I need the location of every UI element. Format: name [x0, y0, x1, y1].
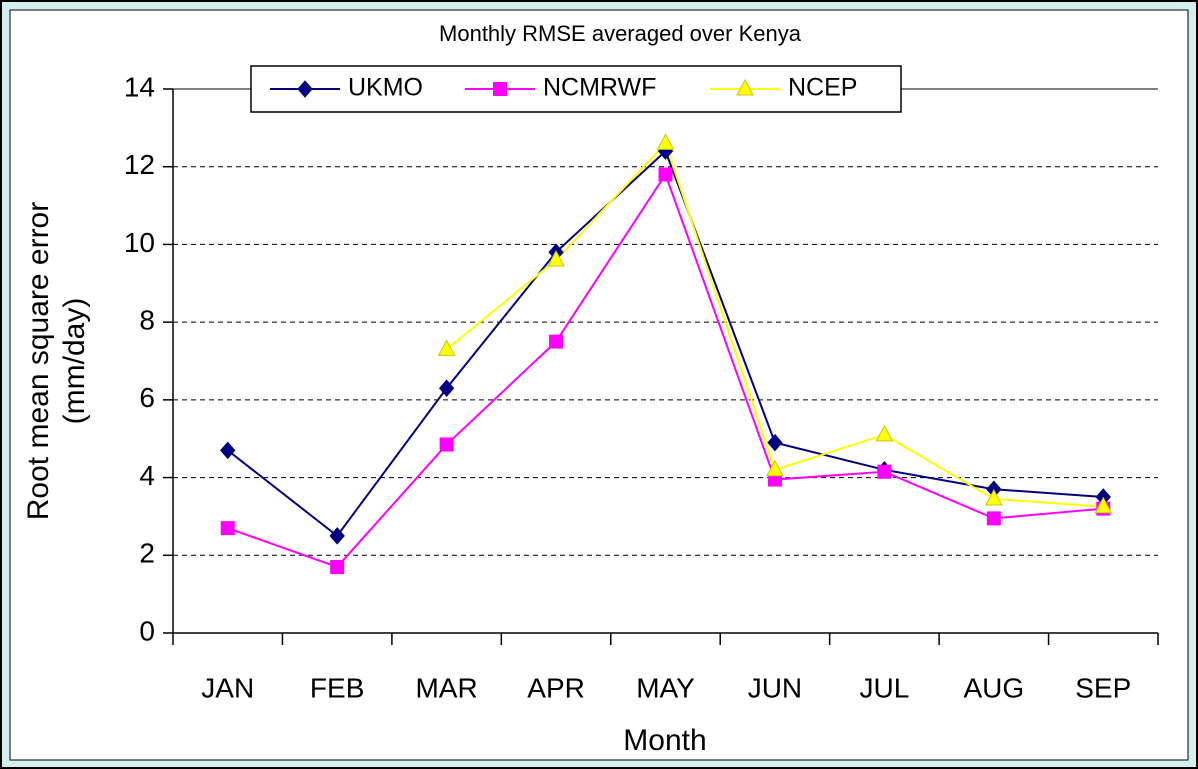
- marker: [330, 559, 345, 574]
- legend-label: NCEP: [788, 74, 857, 102]
- marker: [439, 437, 454, 452]
- marker: [547, 249, 565, 267]
- chart-title: Monthly RMSE averaged over Kenya: [439, 21, 802, 46]
- y-tick-label: 12: [124, 149, 155, 180]
- legend-label: UKMO: [348, 74, 423, 102]
- marker: [984, 488, 1003, 506]
- x-tick-label: MAR: [415, 672, 477, 703]
- x-tick-label: MAY: [636, 672, 695, 703]
- x-tick-label: JAN: [201, 672, 254, 703]
- y-tick-label: 0: [139, 615, 155, 646]
- legend-label: NCMRWF: [543, 74, 656, 102]
- marker: [549, 334, 564, 349]
- y-tick-label: 14: [124, 71, 155, 102]
- legend-marker: [297, 80, 313, 98]
- x-tick-label: FEB: [310, 672, 364, 703]
- marker: [220, 441, 236, 460]
- x-axis-title: Month: [623, 724, 706, 757]
- legend-marker: [493, 82, 507, 96]
- y-tick-label: 6: [139, 382, 155, 413]
- marker: [438, 379, 455, 397]
- marker: [658, 167, 673, 182]
- marker: [220, 521, 235, 536]
- y-tick-label: 2: [139, 538, 155, 569]
- marker: [875, 424, 894, 442]
- x-tick-label: JUN: [748, 672, 802, 703]
- x-tick-label: SEP: [1075, 672, 1131, 703]
- marker: [329, 527, 345, 545]
- marker: [437, 339, 456, 356]
- y-tick-label: 10: [124, 227, 155, 258]
- marker: [877, 464, 892, 479]
- y-axis-title: (mm/day): [58, 298, 91, 425]
- marker: [766, 459, 784, 477]
- x-tick-label: APR: [527, 672, 585, 703]
- marker: [656, 133, 675, 150]
- x-tick-label: JUL: [859, 672, 909, 703]
- y-tick-label: 4: [139, 460, 155, 491]
- x-tick-label: AUG: [963, 672, 1024, 703]
- y-axis-title: Root mean square error: [22, 202, 55, 521]
- legend-box: [250, 65, 902, 113]
- marker: [986, 511, 1001, 526]
- marker: [767, 433, 783, 452]
- marker: [1094, 496, 1113, 514]
- y-tick-label: 8: [139, 305, 155, 336]
- chart-area: [9, 9, 1189, 761]
- legend-marker: [736, 78, 754, 96]
